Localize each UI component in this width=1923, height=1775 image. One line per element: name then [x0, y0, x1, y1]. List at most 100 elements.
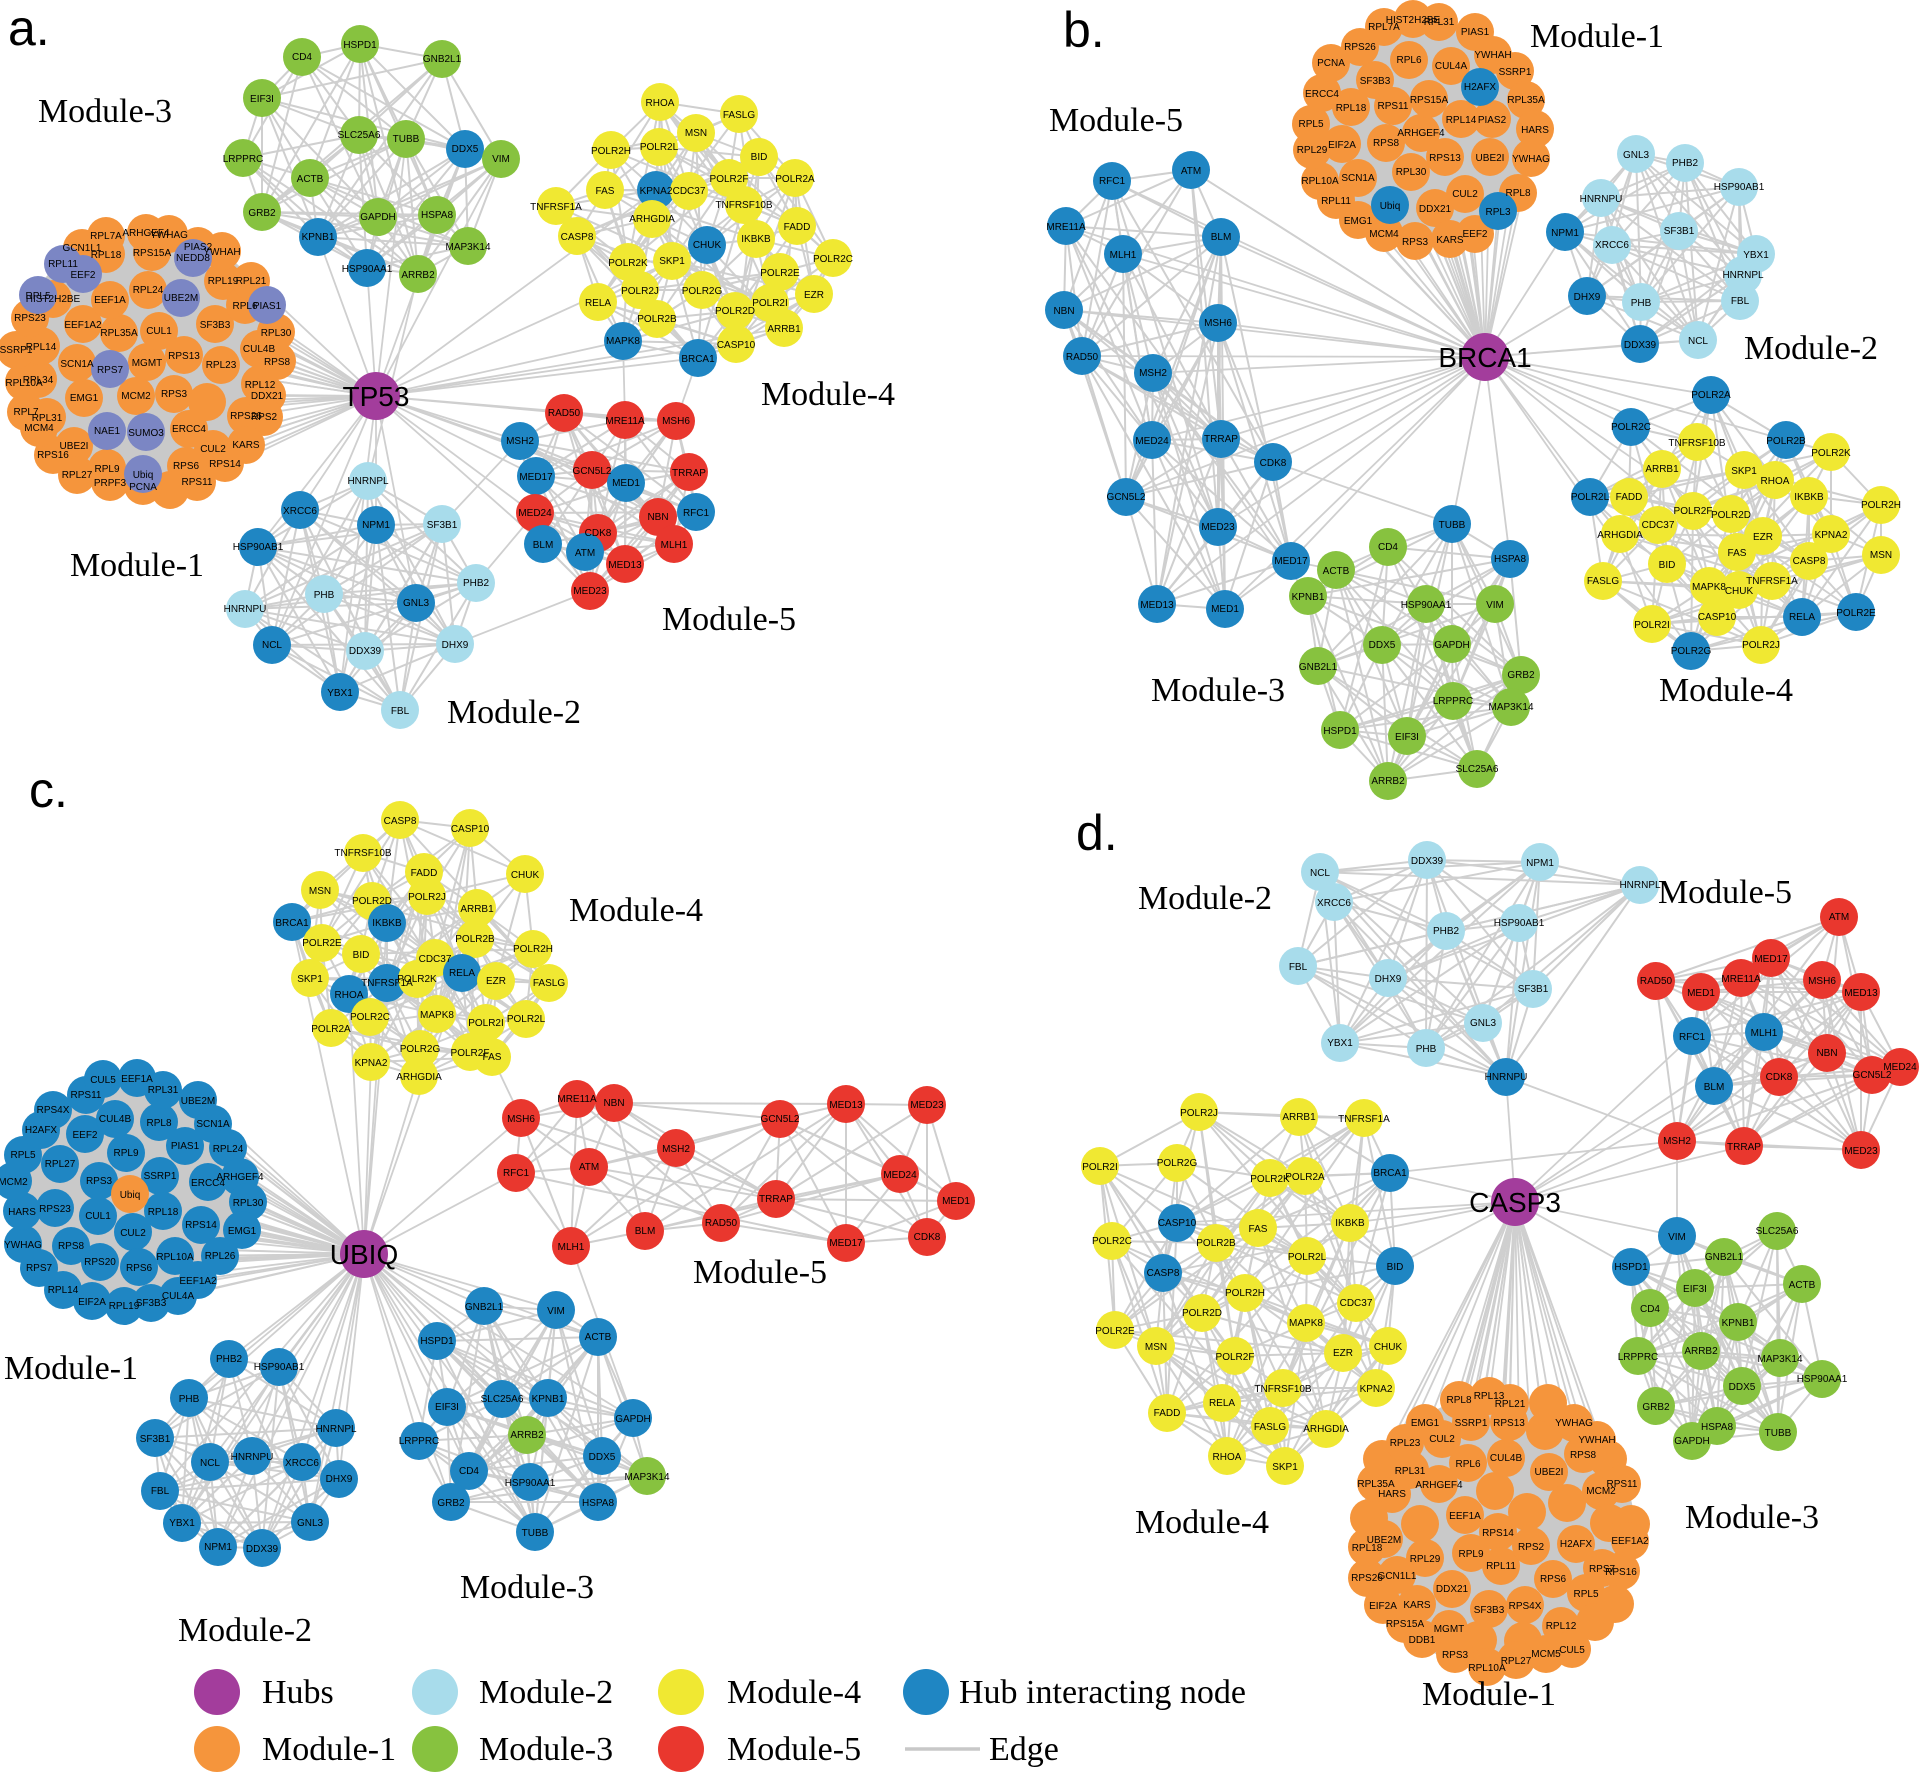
svg-text:FADD: FADD	[1616, 492, 1643, 503]
svg-text:Module-5: Module-5	[693, 1254, 827, 1291]
svg-text:GCN1L1: GCN1L1	[63, 243, 102, 254]
svg-text:POLR2E: POLR2E	[1836, 608, 1876, 619]
svg-text:POLR2F: POLR2F	[451, 1048, 490, 1059]
svg-text:RPS6: RPS6	[126, 1263, 153, 1274]
svg-text:RPL6: RPL6	[1455, 1459, 1480, 1470]
svg-text:NPM1: NPM1	[1551, 228, 1579, 239]
svg-text:RELA: RELA	[449, 968, 475, 979]
svg-text:POLR2L: POLR2L	[507, 1014, 546, 1025]
svg-text:POLR2H: POLR2H	[513, 944, 553, 955]
svg-text:Module-4: Module-4	[569, 892, 703, 929]
svg-text:RPL24: RPL24	[213, 1144, 244, 1155]
svg-text:RAD50: RAD50	[705, 1218, 738, 1229]
svg-text:MED17: MED17	[829, 1238, 863, 1249]
svg-text:PHB2: PHB2	[1433, 926, 1460, 937]
svg-text:YBX1: YBX1	[1327, 1038, 1353, 1049]
svg-text:POLR2C: POLR2C	[813, 254, 853, 265]
svg-text:BRCA1: BRCA1	[681, 354, 715, 365]
svg-text:CUL4A: CUL4A	[162, 1291, 195, 1302]
svg-text:HARS: HARS	[1521, 125, 1549, 136]
svg-text:MSH2: MSH2	[506, 436, 534, 447]
svg-text:CUL2: CUL2	[120, 1228, 146, 1239]
svg-text:HNRNPL: HNRNPL	[1619, 880, 1661, 891]
svg-text:DDB1: DDB1	[1409, 1635, 1436, 1646]
svg-text:BLM: BLM	[1704, 1082, 1725, 1093]
svg-text:MLH1: MLH1	[558, 1242, 585, 1253]
svg-text:POLR2K: POLR2K	[608, 258, 648, 269]
svg-text:BLM: BLM	[635, 1226, 656, 1237]
svg-text:RPL9: RPL9	[94, 464, 119, 475]
svg-text:MED17: MED17	[519, 472, 553, 483]
svg-text:RPL35A: RPL35A	[1357, 1479, 1395, 1490]
svg-text:BLM: BLM	[1211, 232, 1232, 243]
svg-text:POLR2I: POLR2I	[468, 1018, 504, 1029]
svg-text:MSH2: MSH2	[1663, 1136, 1691, 1147]
svg-text:PHB2: PHB2	[216, 1354, 243, 1365]
svg-text:MSH2: MSH2	[662, 1144, 690, 1155]
svg-text:RPL31: RPL31	[1395, 1466, 1426, 1477]
svg-text:CUL5: CUL5	[1559, 1645, 1585, 1656]
svg-text:RPL5: RPL5	[25, 291, 50, 302]
svg-text:DDX5: DDX5	[1729, 1382, 1756, 1393]
svg-text:CDK8: CDK8	[1260, 458, 1287, 469]
svg-text:ARHGDIA: ARHGDIA	[1303, 1424, 1349, 1435]
svg-text:UBE2M: UBE2M	[164, 293, 198, 304]
svg-text:RPL21: RPL21	[236, 276, 267, 287]
svg-text:HSP90AB1: HSP90AB1	[254, 1362, 305, 1373]
svg-text:KPNA2: KPNA2	[640, 186, 673, 197]
svg-text:NCL: NCL	[200, 1458, 220, 1469]
svg-text:RPS4X: RPS4X	[1509, 1601, 1542, 1612]
svg-text:CASP10: CASP10	[1698, 612, 1737, 623]
svg-text:HNRNPU: HNRNPU	[1485, 1072, 1528, 1083]
svg-text:RPS3: RPS3	[161, 389, 188, 400]
svg-text:MAPK8: MAPK8	[420, 1010, 454, 1021]
svg-text:CDC37: CDC37	[673, 186, 706, 197]
svg-text:RHOA: RHOA	[1761, 476, 1790, 487]
svg-text:HSP90AA1: HSP90AA1	[1797, 1374, 1848, 1385]
svg-text:NCL: NCL	[1688, 336, 1708, 347]
svg-text:FBL: FBL	[1289, 962, 1308, 973]
svg-text:SSRP1: SSRP1	[0, 345, 33, 356]
svg-text:Hub interacting node: Hub interacting node	[959, 1674, 1246, 1711]
svg-text:RPS6: RPS6	[1540, 1574, 1567, 1585]
svg-text:EEF1A: EEF1A	[94, 295, 126, 306]
svg-text:d.: d.	[1076, 805, 1118, 861]
svg-text:EEF1A: EEF1A	[1449, 1511, 1481, 1522]
svg-text:MSN: MSN	[1870, 550, 1892, 561]
svg-text:CHUK: CHUK	[1725, 586, 1754, 597]
svg-text:ARRB2: ARRB2	[1684, 1346, 1718, 1357]
svg-text:POLR2J: POLR2J	[1742, 640, 1780, 651]
svg-text:SKP1: SKP1	[1272, 1462, 1298, 1473]
svg-text:HSP90AA1: HSP90AA1	[1401, 600, 1452, 611]
svg-text:CUL1: CUL1	[85, 1211, 111, 1222]
svg-text:PCNA: PCNA	[1317, 58, 1345, 69]
svg-text:GNB2L1: GNB2L1	[1299, 662, 1338, 673]
svg-text:LRPPRC: LRPPRC	[399, 1436, 440, 1447]
svg-text:NBN: NBN	[647, 512, 668, 523]
svg-text:MAP3K14: MAP3K14	[1757, 1354, 1802, 1365]
svg-text:POLR2G: POLR2G	[1671, 646, 1712, 657]
svg-text:MSH6: MSH6	[507, 1114, 535, 1125]
svg-text:MAP3K14: MAP3K14	[1488, 702, 1533, 713]
svg-text:NCL: NCL	[262, 640, 282, 651]
svg-text:HSPD1: HSPD1	[343, 40, 377, 51]
svg-text:BLM: BLM	[533, 540, 554, 551]
svg-text:CUL4B: CUL4B	[1490, 1453, 1523, 1464]
svg-text:EZR: EZR	[486, 976, 506, 987]
svg-text:ARRB1: ARRB1	[1645, 464, 1679, 475]
svg-text:POLR2C: POLR2C	[1092, 1236, 1132, 1247]
svg-text:YWHAH: YWHAH	[203, 247, 240, 258]
svg-text:IKBKB: IKBKB	[741, 234, 771, 245]
svg-text:ERCC4: ERCC4	[191, 1178, 225, 1189]
svg-text:PIAS1: PIAS1	[171, 1141, 200, 1152]
svg-text:PHB: PHB	[314, 590, 335, 601]
svg-text:POLR2L: POLR2L	[1571, 492, 1610, 503]
svg-text:IKBKB: IKBKB	[372, 918, 402, 929]
svg-text:RPS11: RPS11	[71, 1090, 102, 1101]
svg-text:CUL1: CUL1	[146, 326, 172, 337]
svg-text:RPS20: RPS20	[84, 1257, 116, 1268]
svg-text:DDX5: DDX5	[1369, 640, 1396, 651]
svg-text:H2AFX: H2AFX	[1464, 82, 1497, 93]
svg-text:PHB2: PHB2	[1672, 158, 1699, 169]
svg-text:GNL3: GNL3	[1470, 1018, 1497, 1029]
